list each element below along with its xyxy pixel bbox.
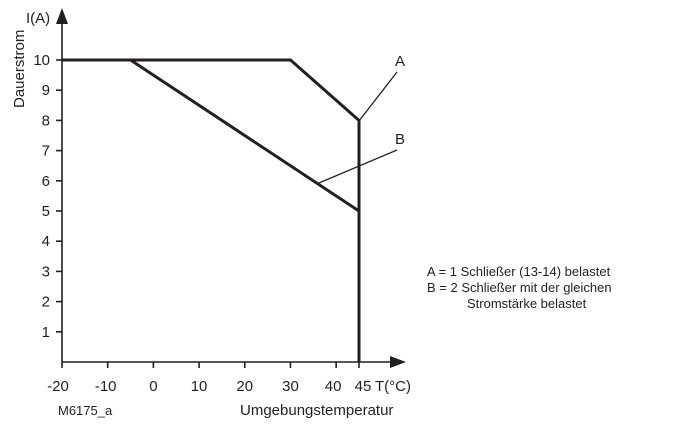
x-tick-label: 45 bbox=[355, 378, 372, 395]
series-b-label: B bbox=[395, 131, 405, 148]
y-axis-unit: I(A) bbox=[26, 10, 50, 27]
x-axis-arrow bbox=[390, 356, 406, 368]
x-tick-group: -20 -10 0 10 20 30 40 45 bbox=[47, 362, 371, 395]
x-tick-label: 0 bbox=[149, 378, 157, 395]
y-tick-label: 9 bbox=[42, 82, 50, 99]
series-b-leader bbox=[318, 149, 398, 184]
y-tick-group: 1 2 3 4 5 6 7 8 9 10 bbox=[33, 52, 62, 341]
y-tick-label: 1 bbox=[42, 324, 50, 341]
y-tick-label: 7 bbox=[42, 143, 50, 160]
x-tick-label: -20 bbox=[47, 378, 69, 395]
series-a-line bbox=[62, 58, 361, 362]
x-axis-unit: T(°C) bbox=[375, 378, 411, 395]
x-axis-title: Umgebungstemperatur bbox=[240, 402, 393, 419]
series-group bbox=[62, 58, 361, 362]
y-tick-label: 4 bbox=[42, 233, 50, 250]
x-tick-label: 40 bbox=[325, 378, 342, 395]
x-tick-label: 20 bbox=[236, 378, 253, 395]
series-b-line bbox=[62, 58, 361, 362]
figure-id: M6175_a bbox=[58, 403, 113, 418]
series-a-leader bbox=[358, 71, 398, 122]
y-tick-label: 5 bbox=[42, 203, 50, 220]
y-tick-label: 10 bbox=[33, 52, 50, 69]
y-tick-label: 6 bbox=[42, 173, 50, 190]
y-axis-arrow bbox=[56, 8, 68, 24]
legend-entry-a: A = 1 Schließer (13-14) belastet bbox=[427, 264, 611, 279]
legend-entry-b-cont: Stromstärke belastet bbox=[467, 296, 587, 311]
y-tick-label: 2 bbox=[42, 294, 50, 311]
x-tick-label: 30 bbox=[282, 378, 299, 395]
x-tick-label: 10 bbox=[191, 378, 208, 395]
y-tick-label: 8 bbox=[42, 112, 50, 129]
x-tick-label: -10 bbox=[95, 378, 117, 395]
y-tick-label: 3 bbox=[42, 263, 50, 280]
y-axis-title: Dauerstrom bbox=[11, 30, 28, 108]
series-a-label: A bbox=[395, 53, 405, 70]
legend-entry-b: B = 2 Schließer mit der gleichen bbox=[427, 280, 612, 295]
legend: A = 1 Schließer (13-14) belastet B = 2 S… bbox=[427, 264, 612, 312]
